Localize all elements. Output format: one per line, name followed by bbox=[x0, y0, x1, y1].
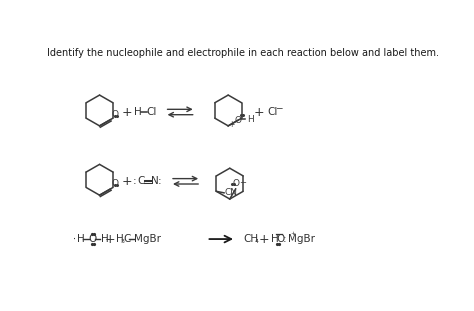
Text: H: H bbox=[116, 234, 124, 244]
Text: +: + bbox=[258, 233, 269, 246]
Text: :: : bbox=[133, 176, 137, 186]
Text: H: H bbox=[135, 107, 142, 117]
Text: Cl: Cl bbox=[267, 107, 277, 117]
Text: C: C bbox=[124, 234, 131, 244]
Text: +: + bbox=[228, 120, 235, 129]
Text: Cl: Cl bbox=[147, 107, 157, 117]
Text: H: H bbox=[247, 115, 255, 124]
Text: CH: CH bbox=[243, 234, 258, 244]
Text: Identify the nucleophile and electrophile in each reaction below and label them.: Identify the nucleophile and electrophil… bbox=[47, 48, 439, 58]
Text: :: : bbox=[158, 176, 161, 186]
Text: +: + bbox=[291, 231, 296, 236]
Text: +: + bbox=[121, 175, 132, 188]
Text: H: H bbox=[271, 234, 279, 244]
Text: ⋅: ⋅ bbox=[73, 234, 76, 244]
Text: CN: CN bbox=[225, 188, 238, 197]
Text: −: − bbox=[275, 103, 283, 112]
Text: 4: 4 bbox=[255, 239, 258, 244]
Text: O: O bbox=[111, 110, 118, 119]
Text: C: C bbox=[137, 176, 145, 186]
Text: :: : bbox=[283, 234, 286, 244]
Text: +: + bbox=[104, 233, 115, 246]
Text: O: O bbox=[232, 179, 239, 188]
Text: H: H bbox=[77, 234, 85, 244]
Text: H: H bbox=[101, 234, 109, 244]
Text: MgBr: MgBr bbox=[288, 234, 315, 244]
Text: O: O bbox=[111, 179, 118, 188]
Text: O: O bbox=[235, 116, 242, 125]
Text: +: + bbox=[254, 105, 264, 118]
Text: O: O bbox=[276, 234, 284, 244]
Text: 3: 3 bbox=[120, 239, 125, 244]
Text: −: − bbox=[239, 178, 246, 187]
Text: +: + bbox=[121, 105, 132, 118]
Text: O: O bbox=[89, 234, 97, 244]
Text: N: N bbox=[152, 176, 159, 186]
Text: MgBr: MgBr bbox=[135, 234, 162, 244]
